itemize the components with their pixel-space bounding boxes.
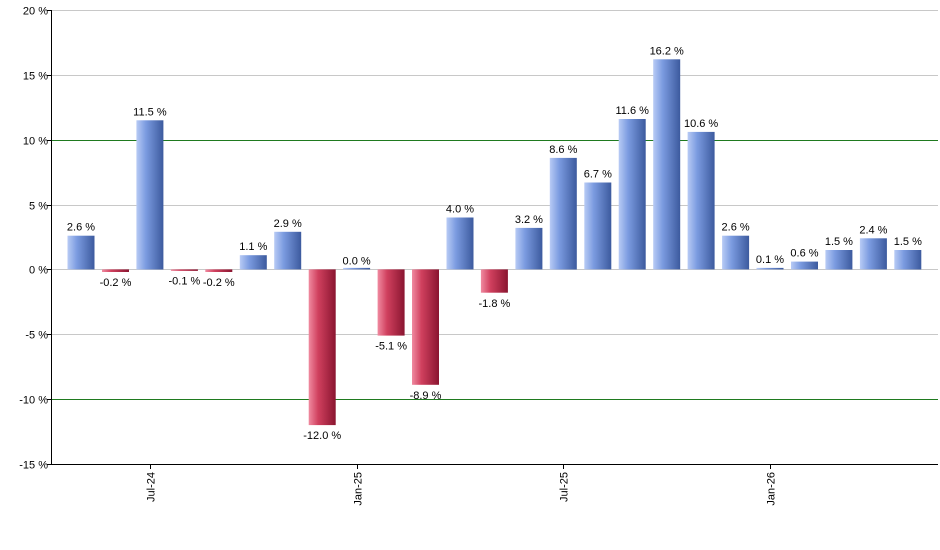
data-label: -5.1 % <box>375 341 407 353</box>
bar <box>515 227 543 270</box>
data-label: 0.0 % <box>343 255 371 267</box>
bar <box>480 269 508 293</box>
data-label: 2.9 % <box>274 218 302 230</box>
data-label: 3.2 % <box>515 214 543 226</box>
bar <box>377 269 405 336</box>
bar <box>618 119 646 270</box>
bar <box>687 131 715 270</box>
y-tick-label: 20 % <box>23 6 48 18</box>
data-label: -1.8 % <box>479 298 511 310</box>
bar <box>170 269 198 271</box>
bar <box>308 269 336 426</box>
bar <box>653 59 681 270</box>
data-label: 1.5 % <box>825 236 853 248</box>
bar <box>205 269 233 272</box>
bar <box>549 157 577 270</box>
data-label: 4.0 % <box>446 204 474 216</box>
data-label: 0.6 % <box>790 248 818 260</box>
y-tick-label: 5 % <box>29 201 48 213</box>
data-label: 1.1 % <box>239 241 267 253</box>
bar <box>412 269 439 385</box>
bar <box>239 255 267 270</box>
bars-layer <box>67 59 922 426</box>
data-label: 11.6 % <box>615 105 649 117</box>
data-label: 2.6 % <box>67 222 95 234</box>
y-tick-label: 10 % <box>23 136 48 148</box>
bar <box>343 267 371 270</box>
data-label: 2.6 % <box>722 222 750 234</box>
x-tick-label: Jan-26 <box>766 472 778 506</box>
data-label: 8.6 % <box>549 144 577 156</box>
x-tick-label: Jul-24 <box>146 472 158 502</box>
bar <box>756 267 784 270</box>
data-label: 16.2 % <box>650 45 684 57</box>
bar <box>446 217 474 270</box>
bar <box>825 250 853 270</box>
bar <box>791 261 818 270</box>
data-label: -0.2 % <box>100 277 132 289</box>
y-tick-label: -15 % <box>19 460 48 472</box>
data-label: 6.7 % <box>584 169 612 181</box>
y-tick-label: 0 % <box>29 265 48 277</box>
bar <box>894 250 922 270</box>
data-label: -0.2 % <box>203 277 235 289</box>
data-label: 2.4 % <box>859 224 887 236</box>
data-label: -12.0 % <box>303 430 341 442</box>
x-tick-label: Jan-25 <box>353 472 365 506</box>
y-tick-label: -10 % <box>19 395 48 407</box>
bar <box>67 235 95 270</box>
data-label: 11.5 % <box>133 106 167 118</box>
bar <box>584 182 612 270</box>
bar <box>722 235 750 270</box>
data-label: -8.9 % <box>410 390 442 402</box>
y-tick-label: -5 % <box>25 330 48 342</box>
data-label: 1.5 % <box>894 236 922 248</box>
data-label: 10.6 % <box>684 118 718 130</box>
bar <box>136 120 164 270</box>
axis-layer: 20 % 15 % 10 % 5 % 0 % -5 % -10 % -15 % Jul-24 Ja… <box>19 6 938 506</box>
data-label: 0.1 % <box>756 254 784 266</box>
bar <box>102 269 129 272</box>
x-tick-label: Jul-25 <box>559 472 571 502</box>
grid-layer <box>51 10 938 465</box>
data-label: -0.1 % <box>169 276 201 288</box>
bar <box>274 231 302 270</box>
data-labels-layer: 2.6 %-0.2 %11.5 %-0.1 % -0.2 %1.1 %2.9 %-… <box>67 45 922 442</box>
y-tick-label: 15 % <box>23 71 48 83</box>
bar <box>859 238 887 270</box>
